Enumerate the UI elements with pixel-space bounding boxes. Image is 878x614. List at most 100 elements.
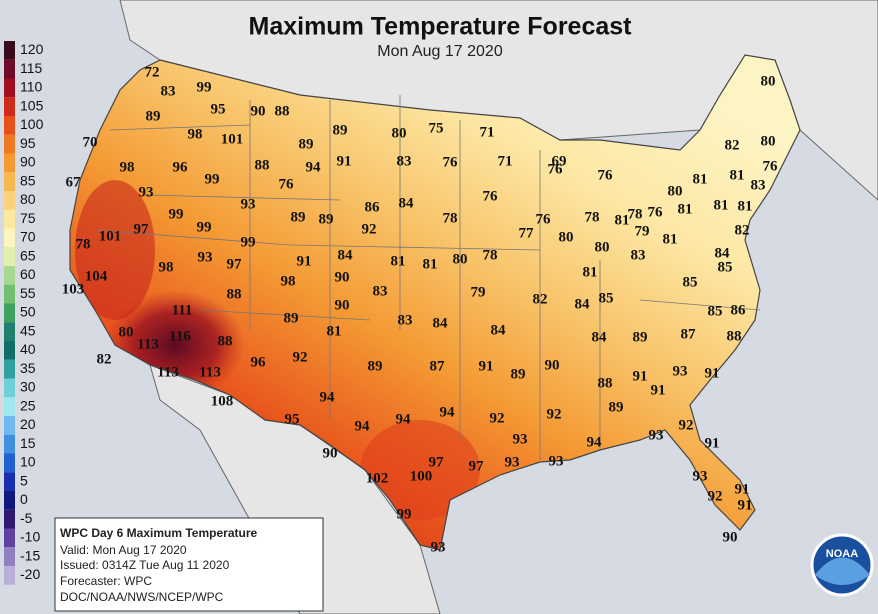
subtitle: Mon Aug 17 2020 <box>377 43 503 60</box>
temperature: 99 <box>197 79 212 95</box>
temperature: 76 <box>279 176 295 192</box>
temperature: 78 <box>585 209 600 225</box>
temperature: 84 <box>338 247 354 263</box>
temperature: 75 <box>429 120 444 136</box>
temperature: 88 <box>255 157 270 173</box>
temperature: 77 <box>519 225 535 241</box>
temperature: 80 <box>392 125 407 141</box>
legend-swatch <box>4 472 15 491</box>
temperature: 81 <box>583 264 598 280</box>
temperature: 91 <box>651 382 666 398</box>
temperature: 88 <box>727 328 742 344</box>
temperature: 89 <box>511 366 526 382</box>
temperature: 96 <box>173 159 189 175</box>
temperature: 96 <box>251 354 267 370</box>
temperature: 93 <box>505 454 520 470</box>
legend-swatch <box>4 397 15 416</box>
temperature: 85 <box>718 259 733 275</box>
temperature: 80 <box>761 133 776 149</box>
temperature: 97 <box>429 454 445 470</box>
legend-label: -5 <box>20 510 33 526</box>
temperature: 93 <box>513 431 528 447</box>
temperature: 94 <box>587 434 603 450</box>
temperature: 89 <box>368 358 383 374</box>
temperature: 108 <box>211 393 234 409</box>
legend-swatch <box>4 453 15 473</box>
temperature: 113 <box>199 364 221 380</box>
legend-label: 95 <box>20 135 36 151</box>
legend-swatch <box>4 97 15 116</box>
legend-label: 90 <box>20 154 36 170</box>
legend-label: 105 <box>20 97 44 113</box>
legend-label: 10 <box>20 454 36 470</box>
legend-swatch <box>4 41 15 60</box>
temperature: 90 <box>335 269 350 285</box>
temperature: 76 <box>763 158 779 174</box>
legend-swatch <box>4 434 15 454</box>
legend-label: 0 <box>20 491 28 507</box>
temperature: 113 <box>157 364 179 380</box>
legend-label: 20 <box>20 416 36 432</box>
temperature: 82 <box>735 222 750 238</box>
temperature: 94 <box>306 159 322 175</box>
temperature: 89 <box>609 399 624 415</box>
legend-swatch <box>4 509 15 529</box>
temperature: 91 <box>738 497 753 513</box>
temperature: 84 <box>399 195 415 211</box>
temperature: 90 <box>335 297 350 313</box>
temperature: 91 <box>337 153 352 169</box>
temperature: 99 <box>241 234 256 250</box>
temperature: 88 <box>598 375 613 391</box>
temperature: 91 <box>633 368 648 384</box>
temperature: 88 <box>275 103 290 119</box>
temperature: 102 <box>366 470 389 486</box>
temperature: 92 <box>362 221 377 237</box>
legend-swatch <box>4 209 15 229</box>
temperature: 91 <box>479 358 494 374</box>
temperature: 76 <box>483 188 499 204</box>
temperature: 85 <box>708 303 723 319</box>
temperature: 83 <box>373 283 388 299</box>
temperature: 94 <box>440 404 456 420</box>
legend-label: 50 <box>20 304 36 320</box>
temperature: 99 <box>169 206 184 222</box>
legend-swatch <box>4 322 15 341</box>
legend-swatch <box>4 284 15 304</box>
temperature: 87 <box>681 326 697 342</box>
legend-swatch <box>4 528 15 548</box>
temperature: 81 <box>678 201 693 217</box>
temperature: 81 <box>615 212 630 228</box>
temperature: 92 <box>679 417 694 433</box>
temperature: 80 <box>453 251 468 267</box>
temperature: 92 <box>547 406 562 422</box>
temperature: 71 <box>480 124 495 140</box>
legend-label: -20 <box>20 566 40 582</box>
legend-swatch <box>4 341 15 360</box>
temperature: 99 <box>197 219 212 235</box>
temperature: 81 <box>714 197 729 213</box>
temperature: 78 <box>483 247 498 263</box>
temperature: 79 <box>471 284 486 300</box>
temperature: 76 <box>648 204 664 220</box>
temperature: 69 <box>552 153 567 169</box>
temperature: 104 <box>85 268 108 284</box>
temperature: 94 <box>355 418 371 434</box>
legend-label: 60 <box>20 266 36 282</box>
temperature: 101 <box>221 131 244 147</box>
legend-swatch <box>4 153 15 173</box>
temperature: 89 <box>319 211 334 227</box>
temperature: 101 <box>99 228 122 244</box>
temperature: 83 <box>161 83 176 99</box>
legend-label: 70 <box>20 229 36 245</box>
legend-swatch <box>4 59 15 79</box>
legend-label: 75 <box>20 210 36 226</box>
temperature: 76 <box>443 154 459 170</box>
info-source: DOC/NOAA/NWS/NCEP/WPC <box>60 590 224 604</box>
temperature: 83 <box>751 177 766 193</box>
temperature: 90 <box>723 529 738 545</box>
temperature: 78 <box>76 236 91 252</box>
noaa-wave <box>815 557 870 585</box>
temperature: 97 <box>227 256 243 272</box>
temperature: 67 <box>66 174 82 190</box>
temperature: 103 <box>62 281 85 297</box>
